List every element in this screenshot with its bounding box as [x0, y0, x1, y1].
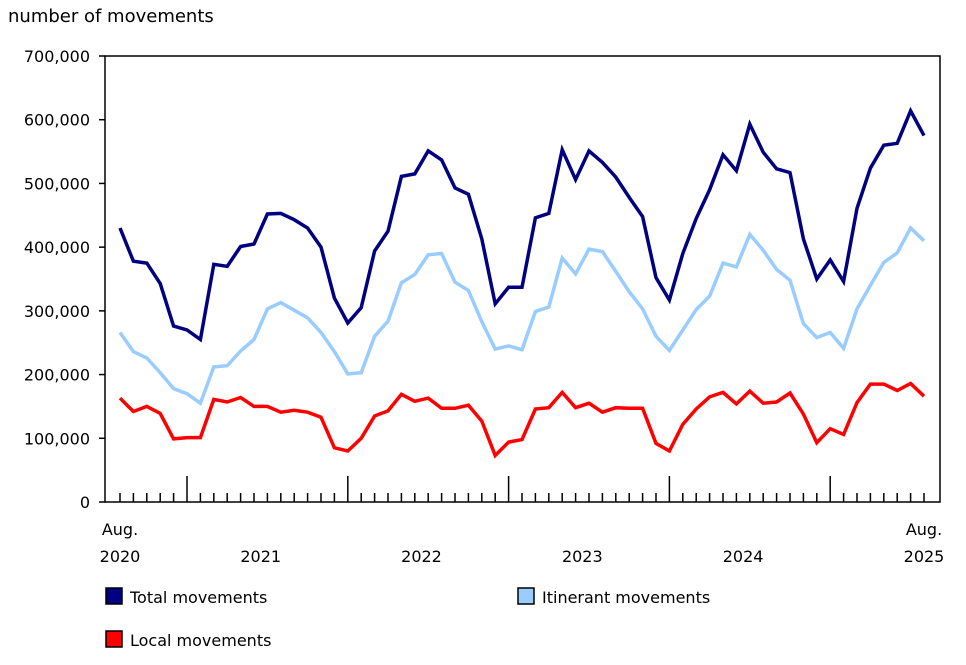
y-tick-label: 300,000: [24, 302, 90, 321]
x-tick-label-month: Aug.: [102, 520, 138, 539]
series-line-local-movements: [118, 381, 926, 459]
plot-frame: [104, 55, 941, 503]
y-tick-label: 200,000: [24, 366, 90, 385]
x-tick-label-month: Aug.: [906, 520, 942, 539]
x-tick-label-year: 2020: [100, 547, 141, 566]
y-tick-label: 0: [80, 493, 90, 512]
legend-swatch-total: [105, 587, 123, 605]
y-tick-label: 400,000: [24, 238, 90, 257]
x-tick-label-year: 2025: [904, 547, 945, 566]
x-tick-label-year: 2021: [240, 547, 281, 566]
x-tick-label-year: 2024: [723, 547, 764, 566]
legend-swatch-local: [105, 630, 123, 648]
legend: Total movements Itinerant movements Loca…: [105, 587, 710, 650]
y-axis-title: number of movements: [8, 6, 214, 27]
y-tick-label: 600,000: [24, 111, 90, 130]
series-lines: [118, 106, 926, 459]
series-line-total-movements: [118, 106, 926, 343]
legend-label-total: Total movements: [129, 588, 267, 607]
y-tick-label: 500,000: [24, 174, 90, 193]
x-tick-label-year: 2023: [562, 547, 603, 566]
y-tick-label: 700,000: [24, 47, 90, 66]
series-line-itinerant-movements: [118, 225, 926, 406]
x-tick-label-year: 2022: [401, 547, 442, 566]
y-axis: 0 100,000 200,000 300,000 400,000 500,000 600,…: [24, 47, 105, 512]
legend-label-itinerant: Itinerant movements: [542, 588, 710, 607]
x-axis: Aug. 2020 2021 2022 2023 2024 Aug. 2025: [100, 476, 945, 566]
legend-label-local: Local movements: [130, 631, 271, 650]
y-tick-label: 100,000: [24, 429, 90, 448]
legend-swatch-itinerant: [517, 587, 535, 605]
